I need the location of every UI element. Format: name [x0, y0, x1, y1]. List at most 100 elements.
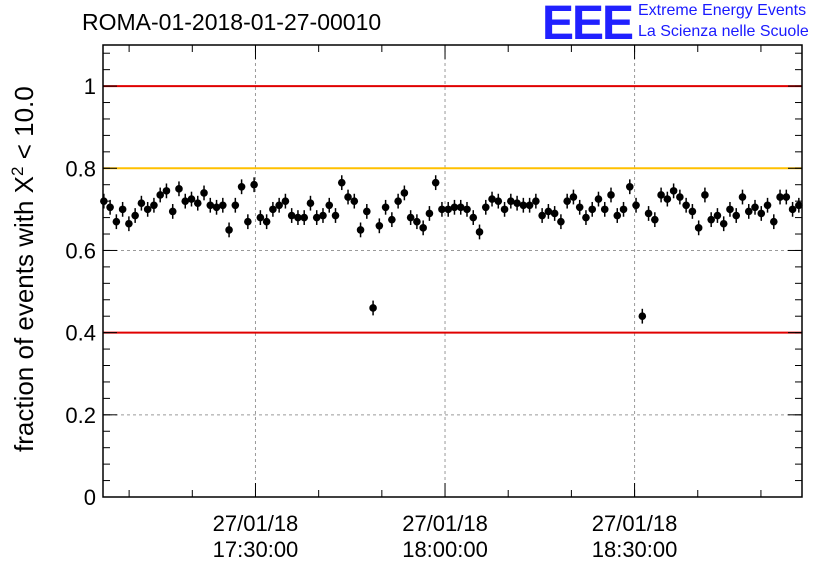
data-point — [481, 199, 490, 215]
data-point — [519, 197, 528, 213]
point-marker — [262, 217, 271, 226]
data-point — [469, 210, 478, 225]
data-point — [444, 201, 453, 217]
data-point — [644, 206, 653, 221]
point-marker — [751, 203, 759, 212]
data-point — [262, 214, 271, 230]
data-point — [431, 175, 440, 191]
point-marker — [488, 195, 496, 203]
data-point — [181, 193, 190, 209]
data-point — [193, 195, 202, 211]
point-marker — [319, 211, 327, 220]
data-point — [325, 197, 334, 213]
point-marker — [688, 207, 697, 216]
data-point — [219, 197, 227, 213]
point-marker — [701, 191, 709, 199]
point-marker — [231, 201, 240, 210]
data-point — [638, 308, 647, 324]
point-marker — [375, 222, 384, 230]
point-marker — [150, 201, 158, 210]
data-point — [776, 189, 784, 205]
data-point — [569, 189, 578, 205]
data-points — [100, 175, 803, 324]
data-point — [713, 208, 722, 223]
x-tick-label-time: 18:00:00 — [402, 537, 488, 562]
point-marker — [726, 205, 734, 214]
point-marker — [287, 211, 296, 220]
point-marker — [275, 201, 283, 210]
data-point — [575, 199, 584, 215]
point-marker — [713, 211, 722, 220]
y-tick-label: 0.2 — [65, 403, 96, 428]
point-marker — [682, 201, 690, 210]
point-marker — [106, 203, 114, 212]
data-point — [388, 212, 396, 228]
point-marker — [137, 199, 146, 207]
point-marker — [450, 203, 459, 212]
data-point — [494, 193, 503, 209]
data-point — [162, 183, 171, 199]
data-point — [413, 214, 421, 230]
point-marker — [763, 201, 772, 210]
data-point — [757, 206, 766, 221]
point-marker — [663, 195, 672, 203]
point-marker — [788, 205, 797, 214]
y-tick-label: 0.8 — [65, 156, 96, 181]
point-marker — [438, 205, 446, 214]
data-point — [588, 201, 597, 217]
data-point — [532, 193, 540, 209]
point-marker — [544, 207, 553, 216]
point-marker — [776, 193, 784, 201]
logo-line-1: Extreme Energy Events — [638, 2, 807, 19]
data-point — [657, 187, 665, 203]
data-point — [463, 201, 471, 217]
point-marker — [538, 211, 546, 220]
data-point — [250, 177, 258, 193]
reference-lines — [103, 85, 802, 334]
point-marker — [525, 201, 534, 210]
point-marker — [219, 201, 227, 210]
point-marker — [456, 203, 465, 212]
data-point — [795, 197, 803, 213]
point-marker — [669, 187, 678, 195]
point-marker — [225, 226, 233, 234]
data-point — [619, 201, 628, 217]
data-point — [544, 204, 553, 219]
grid-lines — [103, 45, 802, 497]
point-marker — [363, 207, 371, 216]
point-marker — [594, 195, 603, 203]
data-point — [732, 208, 741, 223]
point-marker — [256, 213, 265, 222]
point-marker — [532, 197, 540, 205]
point-marker — [431, 178, 440, 187]
point-marker — [187, 195, 196, 203]
data-point — [663, 191, 672, 207]
data-point — [500, 201, 509, 217]
point-marker — [294, 213, 302, 222]
data-point — [356, 222, 365, 238]
data-point — [676, 189, 684, 205]
data-point — [450, 199, 459, 215]
eee-logo: EEE — [542, 0, 634, 50]
x-tick-label-date: 27/01/18 — [213, 511, 299, 536]
data-point — [200, 185, 208, 201]
data-point — [419, 220, 427, 236]
data-point — [513, 195, 521, 211]
data-point — [187, 191, 196, 207]
data-point — [175, 181, 183, 197]
data-point — [682, 197, 690, 213]
x-tick-label-time: 18:30:00 — [592, 537, 678, 562]
point-marker — [444, 205, 453, 214]
y-tick-label: 0 — [84, 485, 96, 510]
point-marker — [607, 191, 615, 199]
point-marker — [507, 197, 515, 205]
point-marker — [475, 228, 484, 236]
data-point — [363, 204, 371, 219]
point-marker — [350, 197, 359, 205]
point-marker — [394, 197, 402, 205]
point-marker — [782, 193, 791, 201]
data-point — [300, 210, 309, 225]
data-point — [312, 210, 321, 225]
x-tick-label-date: 27/01/18 — [402, 511, 488, 536]
point-marker — [732, 211, 741, 220]
